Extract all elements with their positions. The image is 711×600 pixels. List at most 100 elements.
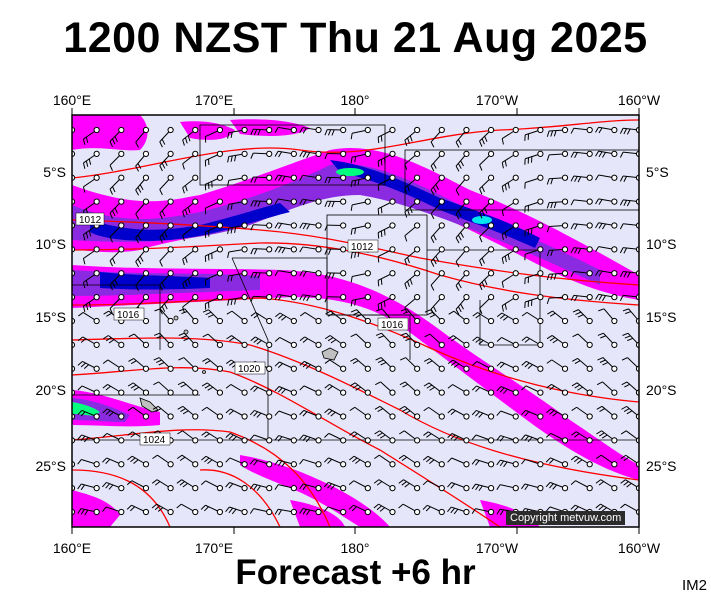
wind-barb — [596, 430, 618, 444]
map-title: 1200 NZST Thu 21 Aug 2025 — [63, 14, 648, 62]
wind-barb — [135, 126, 150, 148]
wind-barb — [572, 333, 593, 348]
wind-barb — [455, 150, 470, 172]
wind-barb — [521, 483, 544, 492]
wind-barb — [135, 270, 150, 291]
wind-barb — [479, 174, 495, 195]
wind-barb — [299, 385, 322, 396]
wind-barb — [404, 270, 421, 290]
wind-barb — [595, 293, 618, 301]
wind-barb — [201, 382, 224, 396]
wind-barb — [472, 312, 495, 325]
wind-barb — [595, 150, 618, 158]
wind-barb — [135, 198, 150, 220]
wind-barb — [82, 174, 100, 193]
wind-barb — [274, 222, 297, 229]
wind-barb — [571, 406, 593, 420]
wind-barb — [547, 310, 569, 325]
wind-barb — [323, 481, 347, 492]
wind-barb — [250, 222, 273, 231]
wind-barb — [546, 408, 569, 420]
wind-barb — [204, 174, 224, 191]
lon-label-bottom-160w: 160°W — [617, 540, 661, 556]
wind-barb — [135, 174, 150, 196]
wind-barb — [159, 222, 174, 243]
wind-barb — [501, 150, 519, 169]
wind-barb — [375, 332, 396, 348]
wind-barb — [250, 312, 273, 325]
wind-barb — [479, 150, 495, 171]
wind-barb — [447, 433, 470, 444]
wind-barb — [521, 311, 544, 325]
wind-barb — [350, 150, 371, 164]
wind-barb — [496, 337, 519, 348]
isobar-label-text: 1016 — [117, 310, 140, 321]
wind-barb — [375, 357, 396, 372]
wind-barb — [324, 246, 347, 255]
wind-barb — [479, 198, 495, 219]
wind-barb — [521, 458, 544, 468]
wind-barb — [546, 198, 569, 209]
wind-barb — [159, 270, 174, 291]
lat-label-right-20s: 20°S — [646, 382, 677, 398]
wind-barb — [570, 246, 593, 254]
wind-barb — [422, 504, 445, 516]
wind-barb — [471, 410, 495, 420]
wind-barb — [448, 310, 470, 325]
wind-barb — [447, 408, 470, 420]
wind-barb — [546, 150, 569, 161]
lon-label-top-170w: 170°W — [475, 92, 519, 108]
wind-barb — [101, 506, 125, 516]
wind-barb — [350, 333, 371, 348]
wind-barb — [373, 479, 396, 492]
wind-barb — [348, 480, 371, 492]
wind-barb — [135, 222, 150, 244]
wind-barb — [399, 405, 421, 420]
wind-barb — [620, 479, 639, 492]
wind-barb — [596, 405, 618, 420]
wind-barb — [430, 126, 445, 148]
wind-barb — [350, 126, 371, 140]
wind-barb — [570, 480, 593, 492]
lon-label-top-170e: 170°E — [194, 92, 234, 108]
wind-barb — [159, 150, 174, 172]
wind-barb — [424, 358, 445, 372]
wind-barb — [324, 174, 347, 184]
wind-barb — [521, 336, 544, 348]
wind-barb — [496, 459, 519, 468]
wind-barb — [324, 359, 347, 372]
wind-barb — [77, 409, 100, 420]
wind-barb — [350, 174, 371, 187]
wind-barb — [176, 479, 199, 492]
wind-barb — [151, 479, 174, 492]
wind-barb — [274, 337, 297, 348]
wind-barb — [524, 270, 544, 285]
wind-barb — [423, 431, 445, 444]
wind-barb — [274, 174, 297, 182]
wind-barb — [349, 406, 371, 420]
wind-barb — [250, 385, 273, 396]
wind-barb — [204, 150, 224, 167]
wind-barb — [373, 503, 396, 516]
wind-barb — [524, 222, 544, 237]
wind-barb — [77, 483, 100, 492]
wind-barb — [595, 174, 618, 181]
wind-barb — [595, 198, 618, 205]
wind-barb — [595, 222, 618, 230]
wind-barb — [109, 246, 125, 267]
wind-barb — [82, 126, 100, 145]
wind-barb — [545, 481, 569, 492]
wind-barb — [154, 308, 174, 325]
wind-barb — [159, 198, 174, 219]
wind-barb — [182, 294, 199, 313]
wind-barb — [324, 222, 347, 231]
wind-barb — [274, 361, 297, 372]
wind-barb — [350, 309, 371, 325]
wind-barb — [524, 198, 544, 213]
wind-barb — [78, 312, 100, 325]
wind-barb — [501, 270, 519, 288]
wind-barb — [350, 357, 371, 372]
wind-barb — [404, 198, 421, 218]
wind-barb — [299, 360, 322, 372]
